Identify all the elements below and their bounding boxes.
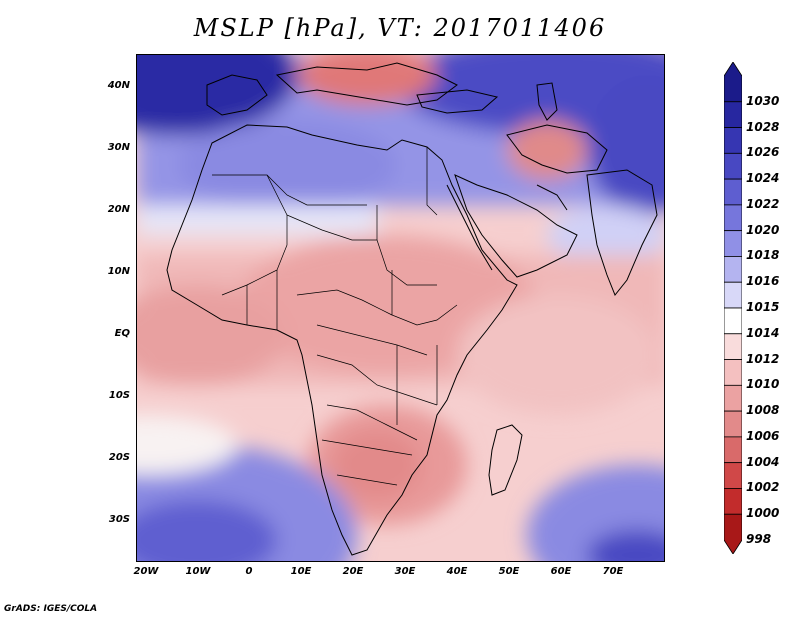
lon-tick-50e: 50E: [498, 566, 520, 577]
lon-tick-10w: 10W: [185, 566, 211, 577]
lon-tick-0: 0: [245, 566, 253, 577]
colorbar-level-label: 1030: [746, 93, 780, 108]
colorbar-segment: [724, 307, 742, 335]
colorbar-level-label: 1020: [746, 222, 780, 237]
country-borders: [212, 147, 458, 486]
colorbar-segment: [724, 281, 742, 309]
colorbar-segment: [724, 436, 742, 464]
colorbar-segment: [724, 204, 742, 232]
colorbar-level-label: 1015: [746, 300, 780, 314]
colorbar-level-label: 1006: [746, 428, 780, 443]
colorbar-level-label: 1026: [746, 145, 780, 160]
lat-tick-20s: 20S: [108, 452, 130, 463]
colorbar-level-label: 1010: [746, 377, 780, 392]
lon-tick-40e: 40E: [446, 566, 468, 577]
map-title: MSLP [hPa], VT: 2017011406: [193, 14, 607, 42]
lon-tick-60e: 60E: [550, 566, 572, 577]
lon-tick-20w: 20W: [133, 566, 159, 577]
lat-tick-10n: 10N: [107, 266, 130, 277]
lon-tick-70e: 70E: [602, 566, 624, 577]
colorbar-level-label: 1002: [746, 480, 780, 495]
colorbar-level-label: 998: [746, 532, 772, 546]
colorbar-level-label: 1000: [746, 506, 780, 521]
colorbar-segment: [724, 178, 742, 206]
colorbar: [724, 62, 742, 554]
colorbar-segment: [724, 230, 742, 257]
colorbar-segment: [724, 101, 742, 128]
colorbar-segment: [724, 462, 742, 489]
colorbar-level-label: 1008: [746, 403, 780, 418]
colorbar-segment: [724, 384, 742, 412]
colorbar-segment: [724, 359, 742, 386]
lat-tick-40n: 40N: [107, 80, 130, 91]
lon-tick-10e: 10E: [290, 566, 312, 577]
lat-tick-10s: 10S: [108, 390, 130, 401]
colorbar-segment: [724, 62, 742, 103]
colorbar-level-label: 1012: [746, 351, 780, 366]
lon-tick-30e: 30E: [394, 566, 416, 577]
colorbar-segment: [724, 333, 742, 360]
colorbar-segment: [724, 127, 742, 154]
colorbar-level-label: 1018: [746, 248, 780, 263]
coastlines: [166, 62, 658, 556]
lat-tick-eq: EQ: [114, 328, 130, 339]
credit-text: GrADS: IGES/COLA: [4, 604, 98, 614]
lat-tick-30s: 30S: [108, 514, 130, 525]
colorbar-level-label: 1014: [746, 325, 780, 340]
colorbar-segment: [724, 256, 742, 283]
colorbar-segment: [724, 410, 742, 438]
colorbar-segment: [724, 488, 742, 515]
lon-tick-20e: 20E: [342, 566, 364, 577]
colorbar-level-label: 1016: [746, 274, 780, 289]
mslp-field-map: [137, 55, 664, 561]
lat-tick-30n: 30N: [107, 142, 130, 153]
map-plot-area: [136, 54, 665, 562]
colorbar-level-label: 1022: [746, 196, 780, 211]
lat-tick-20n: 20N: [107, 204, 130, 215]
colorbar-level-label: 1028: [746, 119, 780, 134]
colorbar-segment: [724, 513, 742, 554]
colorbar-level-label: 1024: [746, 171, 780, 186]
colorbar-level-label: 1004: [746, 454, 780, 469]
colorbar-segment: [724, 152, 742, 180]
